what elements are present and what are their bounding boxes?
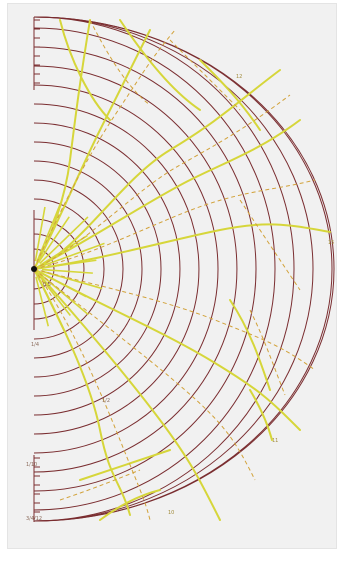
radial-spoke <box>37 216 70 263</box>
label-left-b: 1/4 <box>31 342 39 348</box>
label-bottom-mid: 10 <box>168 510 174 516</box>
dashed-contour <box>239 199 301 291</box>
dashed-contour <box>59 469 141 501</box>
radial-spoke <box>35 276 50 327</box>
radial-spoke <box>38 274 71 316</box>
label-left-a: 0.5 <box>43 282 51 288</box>
dashed-contour <box>33 29 176 270</box>
dashed-contour <box>89 19 151 106</box>
label-left-c: 1/2 <box>102 398 110 404</box>
solid-contour <box>33 268 221 521</box>
arc-line <box>33 179 124 359</box>
label-right-mid: 15 <box>328 240 334 246</box>
radial-spoke <box>36 275 66 334</box>
radial-spoke <box>41 259 97 269</box>
dashed-contour <box>33 179 316 270</box>
solid-contour <box>59 19 111 121</box>
solid-contour <box>33 69 281 270</box>
arc-line <box>33 16 295 522</box>
arc-line <box>33 160 143 378</box>
solid-contour <box>33 19 91 270</box>
radial-spoke <box>40 234 88 266</box>
radial-spoke <box>36 199 63 262</box>
arc-line <box>33 65 238 473</box>
label-top-right: 12 <box>236 74 242 80</box>
dashed-contour <box>33 268 151 521</box>
label-right-lower: 11 <box>272 438 278 444</box>
radial-spoke <box>39 216 89 265</box>
arc-line <box>33 84 219 454</box>
dashed-contour <box>33 268 256 481</box>
dashed-contour <box>169 39 241 111</box>
dashed-contours <box>33 19 316 521</box>
solid-contour <box>33 223 331 270</box>
dashed-contour <box>249 309 286 396</box>
solid-contour <box>119 19 201 111</box>
radial-spoke <box>40 272 87 298</box>
radial-spoke <box>34 206 46 262</box>
solid-contour <box>229 299 271 391</box>
arc-line <box>33 46 257 492</box>
dashed-contour <box>33 268 316 371</box>
dashed-contour <box>33 94 291 270</box>
radial-spoke <box>39 273 89 316</box>
arc-line <box>33 103 200 435</box>
solid-contour <box>33 268 131 516</box>
solid-contour <box>33 29 151 270</box>
label-bottom-left-a: 1/10 <box>26 462 37 468</box>
label-bottom-left-b: 3/4/12 <box>26 516 42 522</box>
solid-contour <box>79 449 171 481</box>
arc-line <box>33 122 181 416</box>
solid-contour <box>99 489 161 521</box>
solid-contour <box>33 119 301 270</box>
solid-contour <box>199 59 261 131</box>
arc-line <box>33 16 335 522</box>
arc-line <box>33 141 162 397</box>
source-point <box>31 266 37 272</box>
solid-contours <box>33 19 331 521</box>
arc-line <box>33 16 314 522</box>
radial-spoke <box>41 270 103 290</box>
solid-contour <box>249 389 273 441</box>
radial-spoke <box>41 242 105 268</box>
radial-spoke <box>41 268 93 274</box>
